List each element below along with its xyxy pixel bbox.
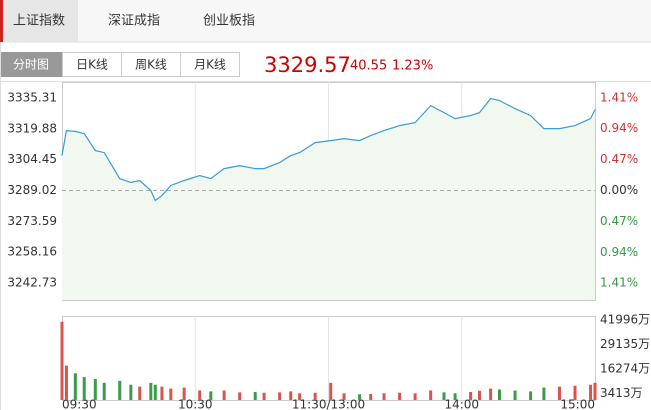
volume-bar bbox=[182, 387, 186, 400]
y2-tick-label: 0.47% bbox=[600, 152, 638, 166]
volume-bar bbox=[542, 387, 546, 400]
y2-tick-label: 1.41% bbox=[600, 276, 638, 290]
volume-bar bbox=[169, 388, 173, 400]
tab[interactable]: 上证指数 bbox=[13, 14, 65, 29]
x-tick-label: 15:00 bbox=[560, 398, 595, 410]
subtab-bg bbox=[62, 52, 122, 77]
volume-bar bbox=[398, 392, 402, 400]
volume-bar bbox=[253, 391, 257, 400]
volume-bar bbox=[442, 392, 446, 400]
subtab-bg bbox=[180, 52, 240, 77]
volume-bar bbox=[160, 386, 164, 400]
y-tick-label: 41996万 bbox=[600, 312, 650, 326]
volume-bar bbox=[149, 382, 153, 400]
y-tick-label: 3289.02 bbox=[7, 183, 57, 197]
active-tab-bg bbox=[0, 0, 78, 42]
y2-tick-label: 0.00% bbox=[600, 183, 638, 197]
volume-bar bbox=[138, 386, 142, 400]
y2-tick-label: 1.41% bbox=[600, 90, 638, 104]
volume-bar bbox=[589, 384, 593, 400]
volume-bar bbox=[198, 390, 202, 400]
volume-bar bbox=[429, 390, 433, 400]
y2-tick-label: 0.47% bbox=[600, 214, 638, 228]
volume-bar bbox=[82, 377, 86, 400]
x-tick-label: 10:30 bbox=[178, 398, 213, 410]
y-tick-label: 3335.31 bbox=[7, 91, 57, 105]
area-fill bbox=[62, 98, 595, 300]
volume-bar bbox=[413, 393, 417, 400]
volume-bar bbox=[453, 393, 457, 400]
volume-bar bbox=[358, 394, 362, 400]
y-tick-label: 29135万 bbox=[600, 337, 650, 351]
volume-bar bbox=[289, 391, 293, 400]
subtab-bg bbox=[0, 52, 63, 77]
volume-bar bbox=[573, 385, 577, 400]
subtab[interactable]: 分时图 bbox=[13, 58, 49, 72]
price-change-pct: 1.23% bbox=[392, 59, 433, 74]
subtab-bg bbox=[121, 52, 181, 77]
volume-bar bbox=[153, 384, 157, 400]
volume-bar bbox=[93, 379, 97, 400]
y2-tick-label: 0.94% bbox=[600, 245, 638, 259]
last-price: 3329.57 bbox=[264, 53, 351, 77]
volume-bar bbox=[262, 392, 266, 400]
price-line bbox=[61, 97, 596, 202]
volume-bar bbox=[209, 391, 213, 400]
volume-bar bbox=[529, 391, 533, 400]
y-tick-label: 3413万 bbox=[600, 386, 643, 400]
volume-bar bbox=[118, 380, 122, 400]
price-change: 40.55 bbox=[350, 59, 387, 74]
volume-bar bbox=[60, 321, 64, 400]
x-tick-label: 09:30 bbox=[62, 398, 97, 410]
volume-bar bbox=[329, 382, 333, 400]
volume-bar bbox=[64, 365, 68, 400]
volume-bar bbox=[298, 393, 302, 400]
tab-bar bbox=[0, 0, 651, 42]
subtab[interactable]: 日K线 bbox=[76, 58, 108, 72]
volume-bar bbox=[238, 392, 242, 400]
y-tick-label: 3242.73 bbox=[7, 275, 57, 289]
y-tick-label: 3304.45 bbox=[7, 152, 57, 166]
y-tick-label: 16274万 bbox=[600, 361, 650, 375]
volume-bar bbox=[489, 388, 493, 400]
subtab[interactable]: 周K线 bbox=[135, 58, 167, 72]
volume-bar bbox=[73, 373, 77, 400]
volume-bar bbox=[102, 382, 106, 400]
y-tick-label: 3258.16 bbox=[7, 245, 57, 259]
volume-bar bbox=[278, 392, 282, 400]
volume-bar bbox=[382, 393, 386, 400]
subtab[interactable]: 月K线 bbox=[194, 58, 226, 72]
active-tab-marker bbox=[0, 0, 3, 42]
volume-bar bbox=[513, 390, 517, 400]
volume-bar bbox=[369, 393, 373, 400]
x-tick-label: 14:00 bbox=[444, 398, 479, 410]
x-tick-label: 11:30/13:00 bbox=[292, 398, 365, 410]
y2-tick-label: 0.94% bbox=[600, 121, 638, 135]
volume-bar bbox=[469, 391, 473, 400]
volume-bar bbox=[129, 384, 133, 400]
tab[interactable]: 创业板指 bbox=[203, 14, 255, 29]
volume-bar bbox=[593, 382, 597, 400]
y-tick-label: 3273.59 bbox=[7, 214, 57, 228]
volume-bar bbox=[557, 386, 561, 400]
volume-bar bbox=[498, 389, 502, 400]
y-tick-label: 3319.88 bbox=[7, 121, 57, 135]
tab[interactable]: 深证成指 bbox=[108, 14, 160, 29]
volume-bar bbox=[342, 393, 346, 400]
volume-bar bbox=[313, 392, 317, 400]
volume-bar bbox=[478, 390, 482, 400]
volume-bar bbox=[222, 390, 226, 400]
